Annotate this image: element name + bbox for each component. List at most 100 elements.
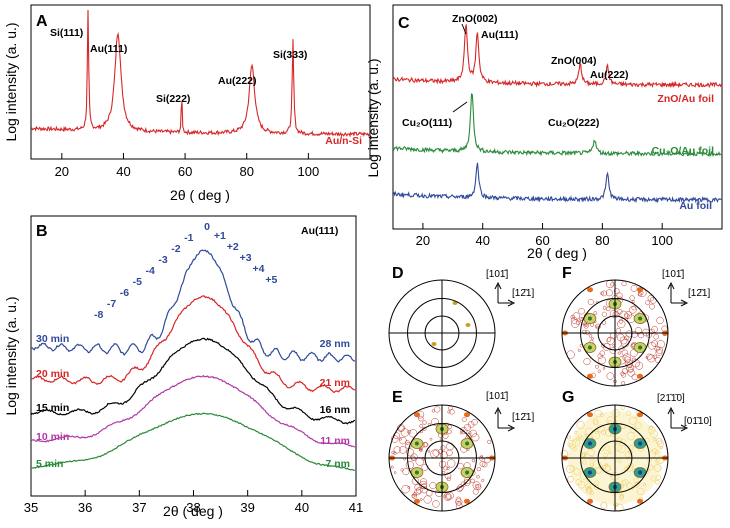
pole-contour	[637, 331, 645, 339]
pole-contour	[585, 330, 590, 335]
dir-arrowhead-up	[667, 406, 675, 415]
pole-contour	[599, 350, 606, 357]
pole-contour	[609, 310, 618, 318]
pole-contour	[418, 415, 424, 422]
pole-contour	[407, 486, 411, 489]
dir-arrowhead-right	[680, 424, 689, 432]
pole-contour	[585, 477, 590, 482]
pole-contour	[587, 448, 595, 457]
pole-edge-spot	[587, 373, 593, 379]
panel-b-xtick-label: 40	[295, 500, 309, 515]
panel-a-xtick-label: 80	[239, 164, 253, 179]
pole-contour	[649, 303, 655, 310]
pole-spot-core	[638, 470, 643, 475]
fringe-order-label: -7	[107, 298, 116, 310]
arrow-zno002	[461, 23, 467, 35]
pole-contour	[427, 450, 431, 453]
pole-contour	[447, 424, 452, 429]
pole-contour	[629, 295, 635, 301]
pole-contour	[429, 437, 433, 441]
panel-c-ticks: 20 40 60 80 100	[416, 223, 673, 248]
pole-contour	[629, 306, 637, 314]
pole-contour	[610, 282, 615, 287]
panel-b-xtick-label: 35	[24, 500, 38, 515]
pole-contour	[582, 329, 587, 335]
pole-contour	[634, 416, 638, 420]
sample-label-au-n-si: Au/n-Si	[325, 135, 362, 147]
pole-edge-spot	[637, 373, 643, 379]
pole-contour	[595, 325, 599, 329]
pole-contour	[581, 453, 586, 457]
pole-contour	[655, 458, 660, 463]
pole-contour	[634, 327, 643, 335]
pole-contour	[614, 443, 622, 452]
pole-contour	[440, 445, 446, 451]
pole-figure-f	[561, 279, 689, 387]
pole-contour	[621, 349, 629, 357]
dir-arrowhead-right	[680, 299, 689, 307]
pole-contour	[645, 437, 650, 443]
thickness-label-7nm: 7 nm	[325, 458, 350, 470]
pole-contour	[399, 437, 403, 441]
panel-c-xtick-label: 100	[651, 233, 673, 248]
pole-contour	[467, 421, 475, 428]
pole-contour	[615, 328, 622, 334]
pole-contour	[414, 484, 421, 491]
pole-contour	[393, 471, 397, 474]
pole-contour	[591, 431, 601, 440]
pole-contour	[617, 458, 622, 463]
pole-contour	[446, 442, 454, 451]
panel-a-letter: A	[36, 13, 48, 30]
panel-a-ticks: 20 40 60 80 100	[55, 153, 320, 179]
pole-contour	[624, 311, 632, 320]
pole-contour	[616, 292, 623, 299]
panel-c-series-2	[392, 162, 723, 204]
pole-contour	[457, 484, 464, 491]
pole-spot-core	[587, 470, 592, 475]
pole-contour	[471, 419, 478, 426]
pole-g-dir-up: [21̄1̄0]	[657, 393, 685, 404]
thickness-label-28nm: 28 nm	[320, 338, 350, 350]
pole-contour	[470, 478, 475, 484]
pole-contour	[471, 433, 480, 442]
pole-contour	[646, 353, 653, 360]
pole-contour	[650, 430, 658, 438]
pole-contour	[390, 465, 394, 469]
pole-edge-spot	[587, 287, 593, 293]
pole-contour	[415, 457, 425, 466]
pole-contour	[651, 448, 658, 455]
pole-contour	[400, 428, 410, 437]
pole-contour	[655, 474, 662, 480]
fringe-order-label: +5	[265, 274, 277, 286]
pole-contour	[404, 440, 410, 445]
panel-c-series	[392, 23, 723, 204]
pole-contour	[461, 417, 467, 423]
pole-contour	[448, 405, 453, 411]
pole-contour	[594, 480, 600, 486]
pole-contour	[582, 460, 587, 465]
pole-contour	[411, 477, 420, 485]
panel-c-xtick-label: 80	[595, 233, 609, 248]
pole-contour	[610, 332, 617, 340]
panel-c-xtick-label: 20	[416, 233, 430, 248]
pole-edge-spot	[587, 498, 593, 504]
pole-contour	[624, 451, 632, 458]
time-label-5min: 5 min	[36, 458, 63, 470]
pole-contour	[447, 410, 451, 414]
pole-contour	[430, 449, 439, 459]
pole-contour	[431, 409, 435, 413]
panel-a-xtick-label: 100	[298, 164, 320, 179]
pole-contour	[660, 446, 663, 449]
pole-contour	[429, 482, 437, 489]
pole-contour	[571, 319, 580, 328]
pole-contour	[621, 381, 626, 386]
pole-contour	[655, 349, 663, 356]
pole-contour	[570, 314, 576, 320]
pole-contour	[431, 418, 439, 426]
fringe-order-label: -5	[133, 276, 142, 288]
pole-contour	[572, 438, 581, 447]
pole-contour	[402, 468, 410, 476]
pole-edge-spot	[637, 412, 643, 418]
fringe-order-label: +3	[240, 252, 252, 264]
